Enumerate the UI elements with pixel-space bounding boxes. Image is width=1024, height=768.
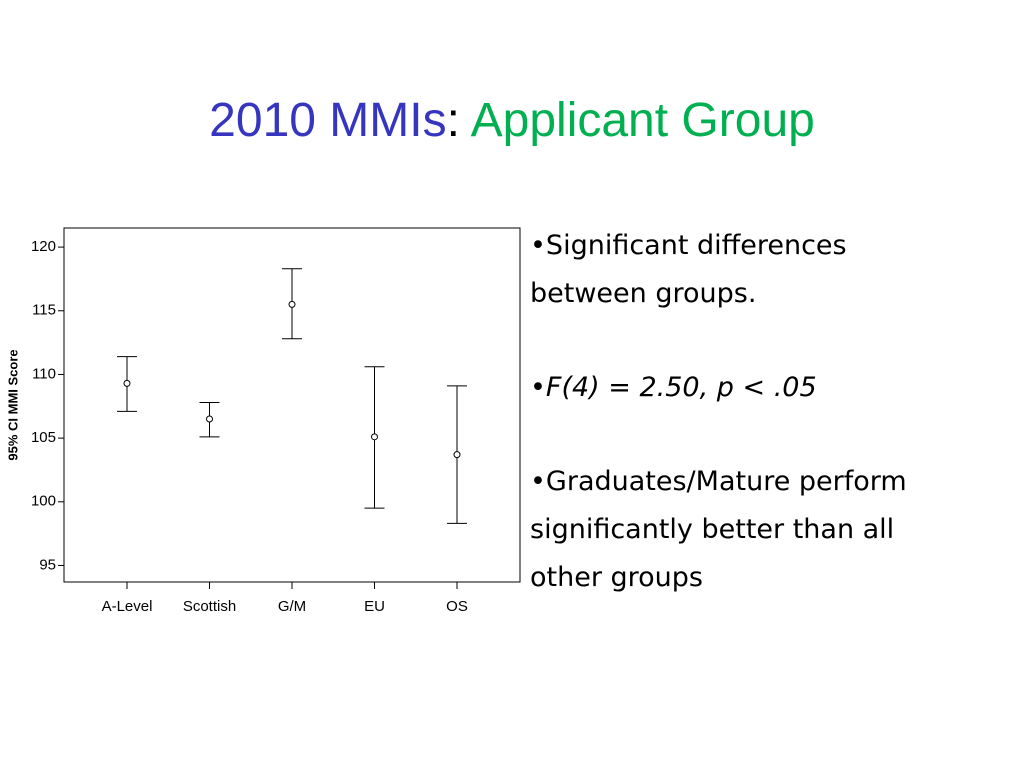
slide-title: 2010 MMIs: Applicant Group <box>209 94 815 147</box>
title-part: : <box>447 94 460 147</box>
x-tick-label: Scottish <box>183 598 236 615</box>
y-tick-label: 110 <box>32 365 56 382</box>
mean-point <box>123 379 131 387</box>
x-tick-label: G/M <box>278 598 306 615</box>
y-tick-label: 100 <box>31 493 56 510</box>
mean-point <box>371 433 378 441</box>
y-tick-label: 120 <box>31 238 56 255</box>
y-tick-label: 95 <box>39 556 56 573</box>
x-tick-label: EU <box>364 598 385 615</box>
bullet: •Significant differences between groups. <box>530 230 847 309</box>
bullet-list: •Significant differences between groups.… <box>530 222 920 648</box>
y-tick-label: 105 <box>31 429 56 446</box>
x-tick-label: OS <box>446 598 468 615</box>
title-part: Applicant Group <box>460 94 815 147</box>
bullet: •Graduates/Mature perform significantly … <box>530 466 907 593</box>
title-part: 2010 MMIs <box>209 94 446 147</box>
mean-point <box>288 300 296 308</box>
y-axis-label: 95% CI MMI Score <box>5 349 20 460</box>
mean-point <box>206 415 213 423</box>
mean-point <box>453 451 461 459</box>
bullet: •F(4) = 2.50, p < .05 <box>530 372 817 403</box>
x-tick-label: A-Level <box>102 598 153 615</box>
y-tick-label: 115 <box>32 302 56 319</box>
